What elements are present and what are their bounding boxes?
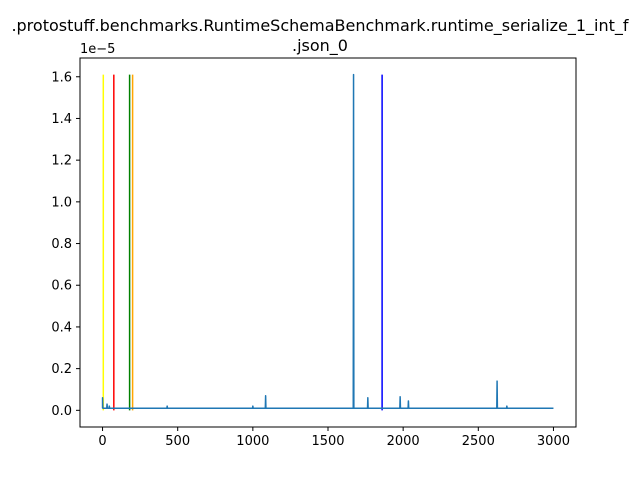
x-tick-label: 2000 [387, 434, 420, 449]
y-tick-label: 1.0 [51, 195, 72, 210]
x-tick-label: 1500 [311, 434, 344, 449]
y-tick-label: 1.6 [51, 70, 72, 85]
x-tick-label: 500 [165, 434, 190, 449]
y-axis: 0.0 0.2 0.4 0.6 0.8 1.0 1.2 1.4 1.6 [51, 70, 80, 419]
y-tick-label: 1.4 [51, 112, 72, 127]
x-tick-label: 0 [98, 434, 106, 449]
chart-title-line2: .json_0 [292, 36, 348, 56]
chart-title-line1: .protostuff.benchmarks.RuntimeSchemaBenc… [11, 16, 628, 36]
y-tick-label: 0.0 [51, 404, 72, 419]
plot-area [101, 73, 554, 411]
y-tick-label: 0.4 [51, 320, 72, 335]
axes-frame [79, 57, 577, 428]
y-tick-label: 0.8 [51, 237, 72, 252]
x-tick-label: 1000 [236, 434, 269, 449]
y-tick-label: 1.2 [51, 154, 72, 169]
x-tick-label: 3000 [537, 434, 570, 449]
x-axis: 0 500 1000 1500 2000 2500 3000 [98, 427, 570, 449]
y-tick-label: 0.6 [51, 279, 72, 294]
y-offset-label: 1e−5 [80, 42, 115, 57]
series-line [101, 73, 554, 409]
y-tick-label: 0.2 [51, 362, 72, 377]
x-tick-label: 2500 [462, 434, 495, 449]
